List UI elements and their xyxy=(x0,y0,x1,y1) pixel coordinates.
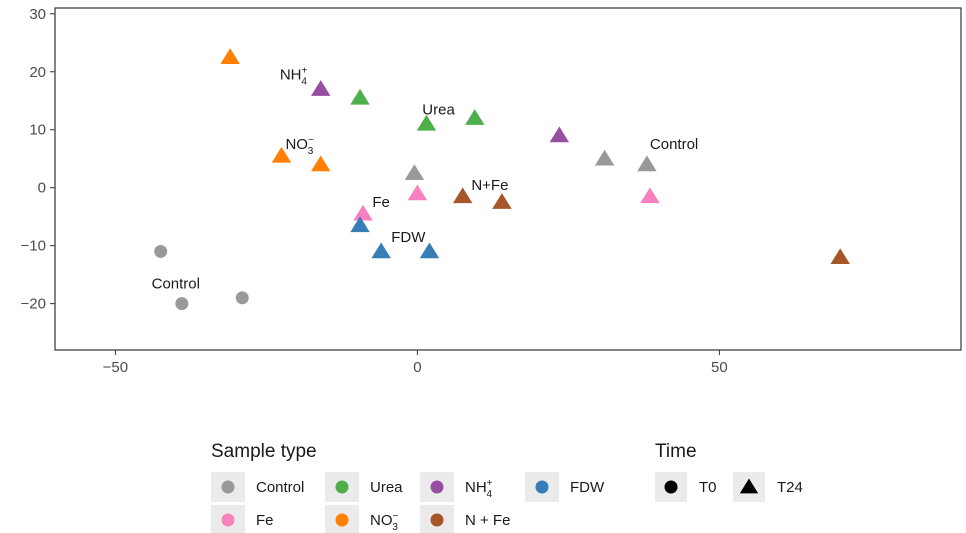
annotation-label: NO− 3 xyxy=(285,135,314,157)
point-fdw-t24 xyxy=(350,216,370,233)
point-control-t24 xyxy=(404,164,425,180)
point-fe-t24 xyxy=(640,187,660,204)
point-nh4-t24 xyxy=(549,126,570,143)
x-tick-label: 50 xyxy=(711,359,728,376)
legend-key-t24 xyxy=(739,478,759,494)
annotation-label: Control xyxy=(152,275,200,292)
legend-key-nh4 xyxy=(430,480,444,494)
point-fe-t24 xyxy=(353,204,373,221)
y-tick-label: 30 xyxy=(29,6,46,23)
legend-key-urea xyxy=(335,480,349,494)
point-npfe-t24 xyxy=(830,248,850,265)
legend-label-control: Control xyxy=(256,479,304,496)
annotation-label: Control xyxy=(650,136,698,153)
y-tick-label: 20 xyxy=(29,64,46,81)
point-fe-t24 xyxy=(407,184,428,201)
annotation-label: Fe xyxy=(372,194,390,211)
annotation-label: Urea xyxy=(422,101,455,118)
legend-key-no3 xyxy=(335,513,349,527)
legend-key-control xyxy=(221,480,235,494)
point-control-t24 xyxy=(594,149,615,166)
legend-label-fdw: FDW xyxy=(570,479,605,496)
y-tick-label: −20 xyxy=(21,296,46,313)
legend-key-fdw xyxy=(535,480,549,494)
point-urea-t24 xyxy=(465,109,485,125)
point-control-t0 xyxy=(175,297,189,311)
legend: Sample type Control Urea NH+ 4 FDW Fe NO− 3 N + F… xyxy=(211,441,803,533)
legend-label-t0: T0 xyxy=(699,479,717,496)
point-no3-t24 xyxy=(311,155,331,172)
axis-ticks: −50 0 50 −20 −10 0 10 20 30 xyxy=(21,6,728,376)
legend-title-time: Time xyxy=(655,441,697,462)
x-tick-label: 0 xyxy=(413,359,421,376)
y-tick-label: −10 xyxy=(21,238,46,255)
point-no3-t24 xyxy=(220,48,240,65)
point-no3-t24 xyxy=(271,146,292,163)
legend-label-npfe: N + Fe xyxy=(465,512,510,529)
annotations: Control NH+ 4 NO− 3 Urea Control N+Fe Fe FDW xyxy=(152,66,699,293)
point-control-t0 xyxy=(235,291,249,305)
legend-title-sample-type: Sample type xyxy=(211,441,317,462)
legend-key-npfe xyxy=(430,513,444,527)
annotation-label: N+Fe xyxy=(471,177,508,194)
legend-label-t24: T24 xyxy=(777,479,803,496)
point-nh4-t24 xyxy=(311,80,331,96)
y-tick-label: 10 xyxy=(29,122,46,139)
point-urea-t24 xyxy=(350,88,370,105)
point-npfe-t24 xyxy=(452,187,473,204)
plot-panel xyxy=(54,7,962,351)
point-fdw-t24 xyxy=(419,242,440,259)
legend-label-urea: Urea xyxy=(370,479,403,496)
plot-area xyxy=(54,7,962,351)
y-tick-label: 0 xyxy=(38,180,46,197)
legend-label-no3: NO− 3 xyxy=(370,511,399,533)
annotation-label: NH+ 4 xyxy=(280,66,308,88)
data-points xyxy=(154,48,850,311)
annotation-label: FDW xyxy=(391,229,426,246)
legend-key-t0 xyxy=(664,480,678,494)
point-npfe-t24 xyxy=(492,193,512,209)
legend-label-fe: Fe xyxy=(256,512,274,529)
point-control-t24 xyxy=(637,155,657,172)
point-urea-t24 xyxy=(416,114,437,131)
point-fdw-t24 xyxy=(371,242,391,259)
point-control-t0 xyxy=(154,244,168,258)
legend-key-fe xyxy=(221,513,235,527)
legend-label-nh4: NH+ 4 xyxy=(465,478,493,500)
x-tick-label: −50 xyxy=(103,359,128,376)
